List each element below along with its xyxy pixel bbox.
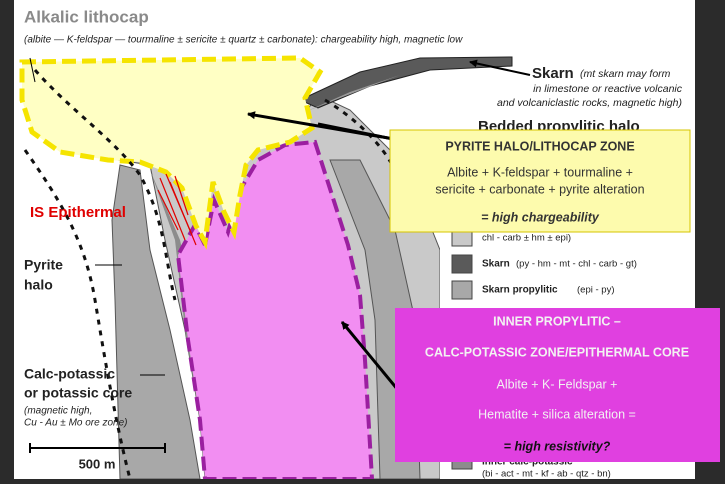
skarn-note: in limestone or reactive volcanic xyxy=(533,83,683,95)
legend-text: (bi - act - mt - kf - ab - qtz - bn) xyxy=(482,469,611,479)
title: Alkalic lithocap xyxy=(24,7,149,26)
callout-text: Albite + K-feldspar + tourmaline + xyxy=(447,165,633,179)
core-note: Cu - Au ± Mo ore zone) xyxy=(24,418,128,429)
core-note: (magnetic high, xyxy=(24,406,92,417)
skarn-title: Skarn xyxy=(532,65,574,82)
epithermal-label: IS Epithermal xyxy=(30,204,126,221)
skarn-note: and volcaniclastic rocks, magnetic high) xyxy=(497,97,682,109)
scale-label: 500 m xyxy=(79,456,116,471)
callout-text: Albite + K- Feldspar + xyxy=(497,377,618,391)
pyrite-label: Pyrite xyxy=(24,257,63,273)
callout-subtitle: CALC-POTASSIC ZONE/EPITHERMAL CORE xyxy=(425,345,689,359)
legend-text: chl - carb ± hm ± epi) xyxy=(482,233,571,244)
legend-name: Skarn xyxy=(482,259,510,270)
callout-title: INNER PROPYLITIC – xyxy=(493,314,621,328)
callout-title: PYRITE HALO/LITHOCAP ZONE xyxy=(445,139,634,153)
subtitle: (albite — K-feldspar — tourmaline ± seri… xyxy=(24,35,463,46)
pyrite-label: halo xyxy=(24,277,53,293)
legend-text: (epi - py) xyxy=(577,285,614,296)
legend-swatch xyxy=(452,281,472,299)
core-label: or potassic core xyxy=(24,385,132,401)
callout-conclusion: = high resistivity? xyxy=(504,439,611,453)
callout-text: sericite + carbonate + pyrite alteration xyxy=(435,182,644,196)
legend-text: (py - hm - mt - chl - carb - gt) xyxy=(516,259,637,270)
core-label: Calc-potassic xyxy=(24,366,115,382)
skarn-note: (mt skarn may form xyxy=(580,68,671,80)
diagram: Alkalic lithocap (albite — K-feldspar — … xyxy=(0,0,725,479)
callout-text: Hematite + silica alteration = xyxy=(478,407,636,421)
page: { "header": { "title": "Alkalic lithocap… xyxy=(0,0,725,479)
legend-swatch xyxy=(452,255,472,273)
legend-name: Skarn propylitic xyxy=(482,285,558,296)
callout-conclusion: = high chargeability xyxy=(481,210,600,224)
